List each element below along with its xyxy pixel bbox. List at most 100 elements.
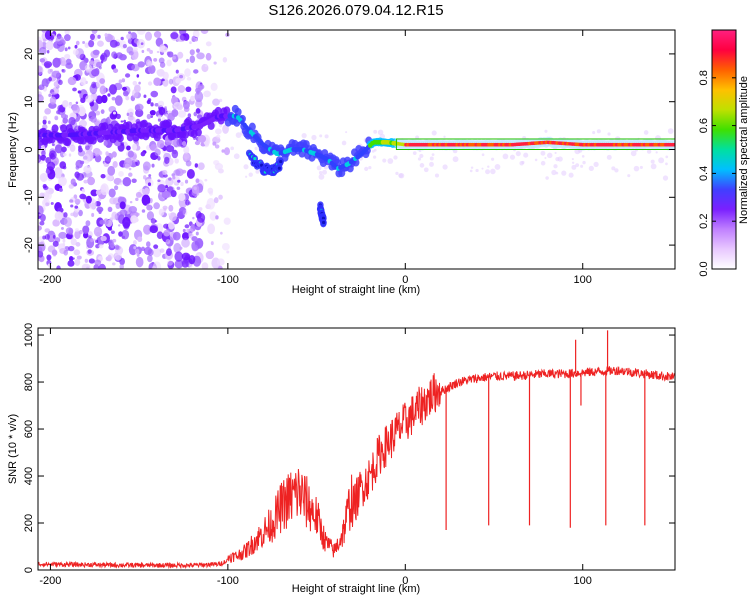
noise-speckle [168, 212, 177, 222]
noise-speckle [217, 168, 224, 174]
noise-speckle [64, 53, 71, 59]
noise-speckle [78, 209, 83, 217]
noise-speckle [91, 212, 95, 218]
noise-speckle [74, 228, 80, 233]
noise-speckle [138, 81, 141, 85]
noise-speckle [429, 156, 434, 161]
noise-speckle [38, 65, 44, 76]
noise-speckle [67, 260, 75, 267]
noise-speckle [74, 258, 81, 266]
noise-speckle [70, 238, 77, 246]
noise-speckle [571, 164, 577, 170]
noise-speckle [193, 186, 197, 191]
noise-speckle [112, 238, 117, 243]
noise-speckle [165, 113, 168, 117]
snr-y-axis: 0 200 400 600 800 1000 [23, 323, 675, 573]
noise-speckle [86, 266, 90, 269]
noise-speckle [105, 156, 111, 162]
noise-speckle [46, 161, 56, 171]
noise-speckle [226, 250, 230, 254]
noise-speckle [47, 245, 56, 253]
noise-speckle [170, 32, 179, 40]
noise-speckle [56, 70, 60, 73]
noise-speckle [371, 149, 375, 153]
noise-speckle [87, 249, 92, 254]
noise-speckle [72, 49, 79, 56]
noise-speckle [122, 90, 129, 97]
noise-speckle [48, 93, 52, 98]
noise-speckle [166, 59, 172, 67]
spectrogram-x-label: Height of straight line (km) [292, 284, 420, 296]
noise-speckle [54, 167, 63, 179]
noise-speckle [95, 189, 102, 196]
noise-speckle [58, 79, 63, 86]
noise-speckle [581, 155, 585, 158]
snr-x-label: Height of straight line (km) [292, 583, 420, 595]
noise-speckle [103, 49, 111, 58]
noise-speckle [588, 165, 594, 172]
noise-speckle [387, 158, 394, 164]
noise-speckle [107, 254, 112, 262]
noise-speckle [152, 247, 162, 258]
noise-speckle [74, 44, 78, 49]
noise-speckle [129, 200, 133, 204]
noise-speckle [419, 153, 424, 159]
noise-speckle [43, 199, 48, 204]
colorbar-label: Normalized spectral amplitude [738, 76, 750, 224]
noise-speckle [69, 144, 76, 152]
noise-speckle [121, 229, 130, 240]
noise-speckle [136, 254, 140, 257]
ridge-halo [207, 121, 215, 130]
noise-speckle [39, 214, 46, 222]
noise-speckle [42, 115, 48, 121]
noise-speckle [95, 95, 103, 105]
noise-speckle [177, 85, 186, 93]
noise-speckle [67, 76, 77, 86]
spectrogram-y-tick-label: 10 [23, 96, 35, 108]
noise-speckle [67, 46, 71, 50]
noise-speckle [69, 229, 74, 236]
noise-speckle [51, 202, 54, 205]
noise-speckle [134, 248, 140, 256]
ridge-halo [51, 124, 59, 133]
noise-speckle [319, 134, 323, 138]
noise-speckle [179, 246, 183, 250]
noise-speckle [51, 143, 55, 147]
noise-speckle [49, 68, 53, 73]
noise-speckle [38, 84, 45, 91]
noise-speckle [114, 252, 122, 261]
noise-speckle [222, 124, 229, 134]
noise-speckle [190, 95, 195, 102]
noise-speckle [93, 264, 100, 269]
noise-speckle [364, 166, 369, 171]
colorbar-tick-label: 0.4 [698, 166, 710, 181]
noise-speckle [72, 87, 77, 92]
noise-speckle [128, 206, 138, 214]
noise-speckle [126, 33, 132, 40]
noise-speckle [58, 176, 67, 187]
noise-speckle [555, 171, 559, 175]
noise-speckle [188, 263, 193, 268]
noise-speckle [115, 202, 121, 209]
snr-y-tick-label: 0 [23, 567, 35, 573]
snr-line [38, 366, 675, 570]
noise-speckle [481, 167, 484, 170]
noise-speckle [76, 172, 85, 181]
colorbar-tick-label: 0.0 [698, 261, 710, 276]
noise-speckle [167, 213, 171, 216]
noise-speckle [122, 216, 131, 229]
noise-speckle [146, 99, 151, 105]
noise-speckle [163, 223, 170, 229]
noise-speckle [63, 217, 72, 228]
noise-speckle [178, 193, 186, 202]
snr-x-tick-label: 0 [402, 575, 408, 587]
noise-speckle [38, 94, 44, 103]
noise-speckle [509, 154, 516, 160]
noise-speckle [150, 218, 157, 224]
snr-y-tick-label: 200 [23, 514, 35, 532]
noise-speckle [104, 33, 108, 37]
snr-x-axis: -200 -100 0 100 [39, 328, 592, 587]
noise-speckle [131, 178, 137, 183]
ridge-core [672, 142, 675, 147]
noise-speckle [170, 86, 177, 94]
